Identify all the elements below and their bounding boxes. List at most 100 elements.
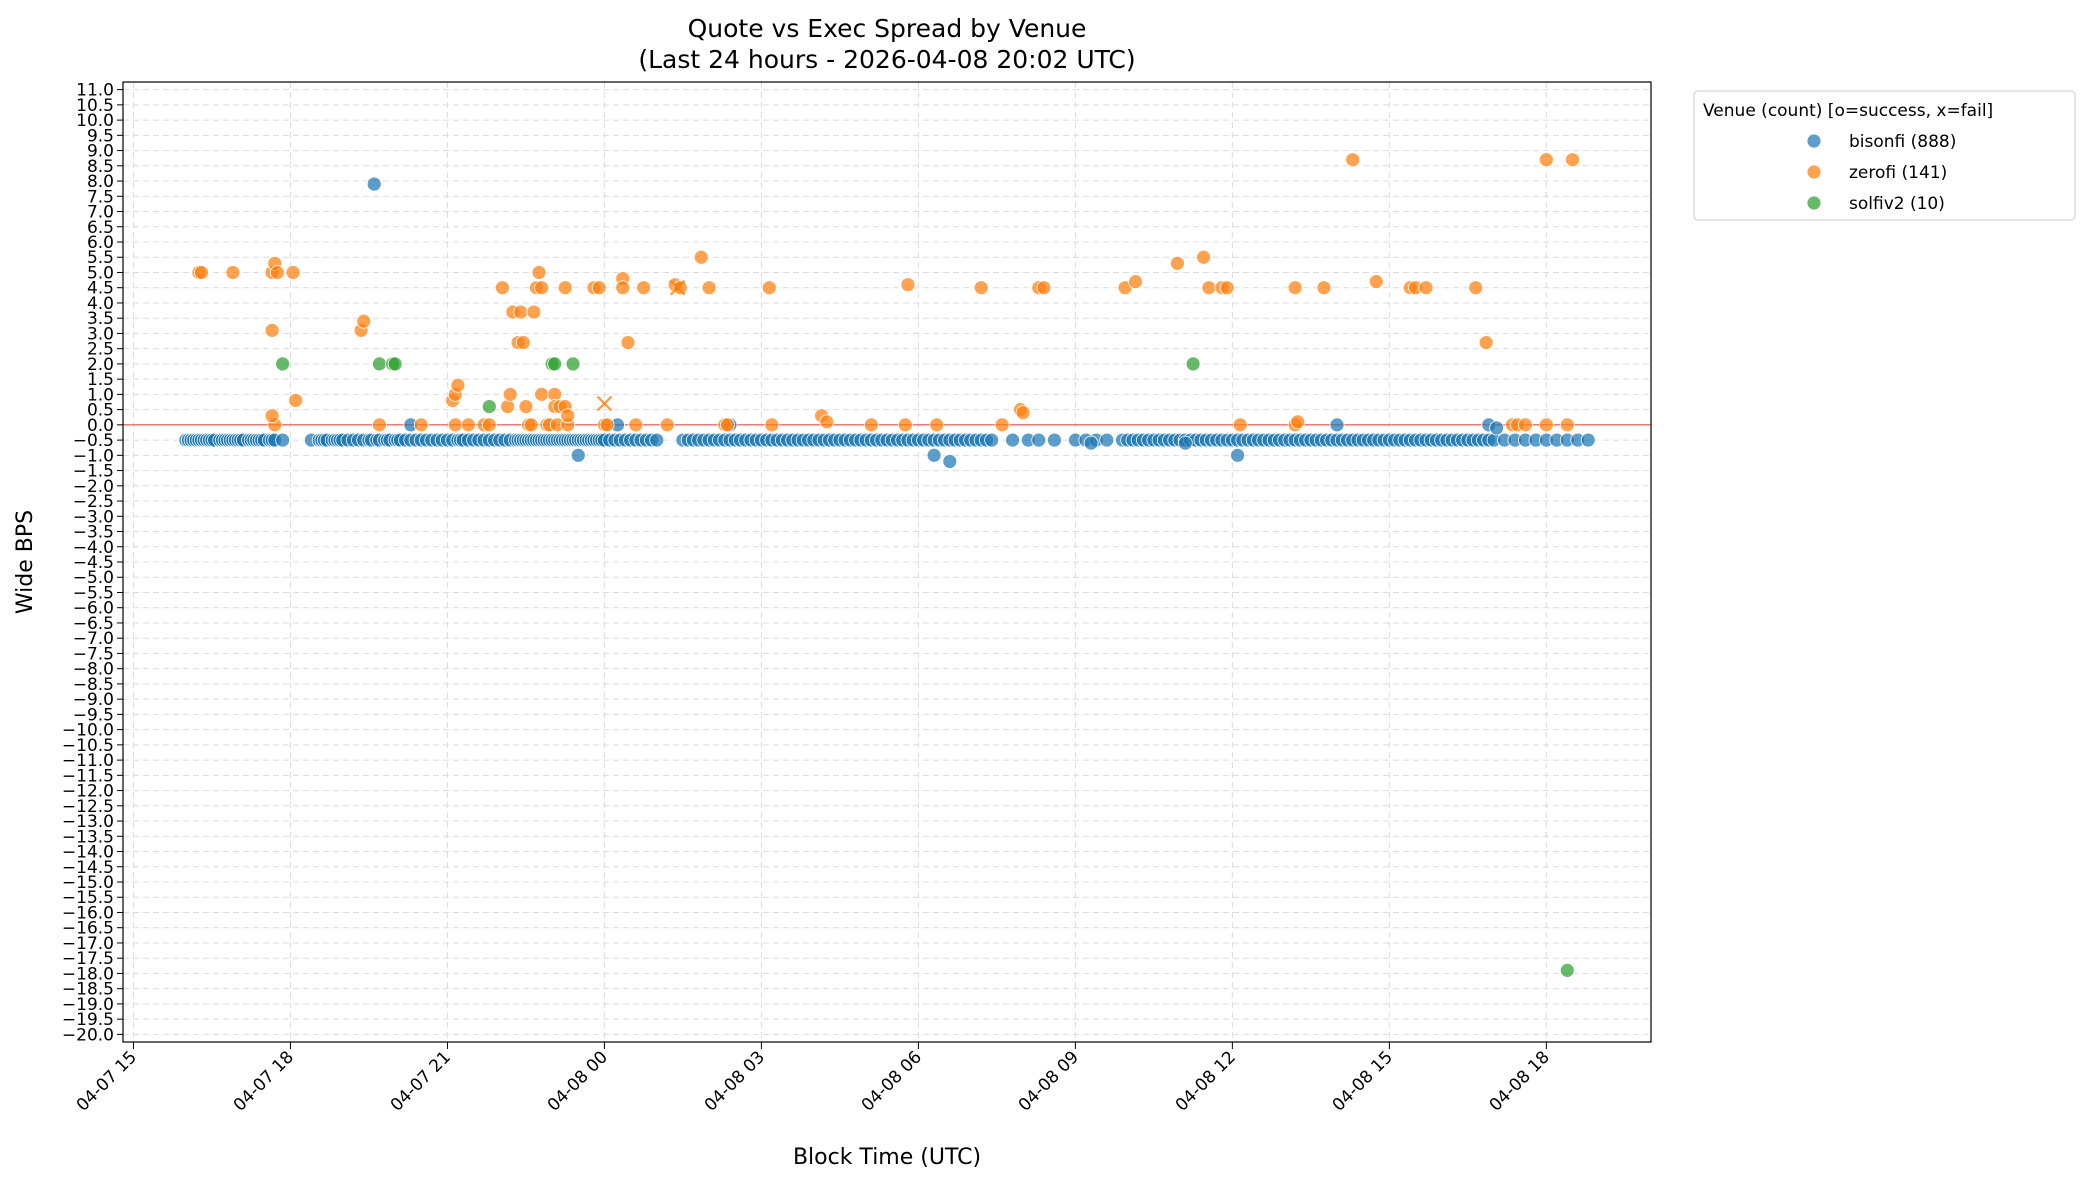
data-point xyxy=(929,417,945,433)
data-point xyxy=(672,280,688,296)
data-point xyxy=(534,386,550,402)
data-point xyxy=(523,417,539,433)
chart-title: Quote vs Exec Spread by Venue xyxy=(688,14,1087,43)
data-point xyxy=(534,280,550,296)
y-tick-label: 0.0 xyxy=(87,416,114,436)
data-point xyxy=(1489,420,1505,436)
data-point xyxy=(1201,280,1217,296)
y-tick-label: 8.5 xyxy=(87,157,114,177)
data-point xyxy=(994,417,1010,433)
data-point xyxy=(1468,280,1484,296)
y-tick-label: 6.5 xyxy=(87,218,114,238)
y-tick-label: 1.5 xyxy=(87,370,114,390)
data-point xyxy=(1287,280,1303,296)
data-point xyxy=(264,322,280,338)
data-point xyxy=(1345,152,1361,168)
data-point xyxy=(1170,255,1185,271)
legend-marker xyxy=(1806,195,1822,211)
data-point xyxy=(1005,432,1020,448)
data-point xyxy=(1047,432,1062,448)
data-point xyxy=(1185,356,1201,372)
data-point xyxy=(1083,435,1099,451)
data-point xyxy=(1177,435,1193,451)
series-group xyxy=(191,152,1580,433)
data-point xyxy=(649,432,665,448)
y-tick-label: −6.5 xyxy=(73,614,114,634)
data-point xyxy=(526,304,542,320)
data-point xyxy=(547,356,563,372)
data-point xyxy=(288,393,304,408)
legend-entries: bisonfi (888) zerofi (141) solfiv2 (10) xyxy=(1806,132,1956,214)
data-point xyxy=(900,277,916,293)
y-tick-label: −8.5 xyxy=(73,675,114,695)
data-point xyxy=(1230,447,1246,463)
legend-box xyxy=(1693,90,2076,221)
data-point xyxy=(275,356,291,372)
series-group xyxy=(275,356,1575,978)
y-tick-label: −13.0 xyxy=(62,812,114,832)
data-point xyxy=(761,280,777,296)
legend-title: Venue (count) [o=success, x=fail] xyxy=(1703,101,1993,121)
y-tick-label: −7.0 xyxy=(73,629,114,649)
data-point xyxy=(628,417,644,433)
y-tick-label: −10.5 xyxy=(62,736,114,756)
data-point xyxy=(1329,417,1345,433)
y-tick-label: −17.5 xyxy=(62,949,114,969)
legend-label: solfiv2 (10) xyxy=(1849,194,1945,214)
y-tick-label: −9.0 xyxy=(73,690,114,710)
y-tick-label: 0.5 xyxy=(87,401,114,421)
y-tick-label: 4.0 xyxy=(87,294,114,314)
data-point xyxy=(366,176,382,192)
y-tick-label: −10.0 xyxy=(62,721,114,741)
data-point xyxy=(570,447,586,463)
data-point xyxy=(225,265,241,280)
y-tick-label: 3.5 xyxy=(87,309,114,329)
data-point xyxy=(615,280,631,296)
y-tick-label: −9.5 xyxy=(73,705,114,725)
data-point xyxy=(926,447,942,463)
y-tick-label: −20.0 xyxy=(62,1025,114,1045)
y-tick-label: 7.0 xyxy=(87,203,114,223)
data-point xyxy=(942,454,958,469)
y-tick-label: −2.0 xyxy=(73,477,114,497)
y-tick-label: −4.5 xyxy=(73,553,114,573)
y-tick-label: −5.0 xyxy=(73,568,114,588)
y-tick-label: 2.0 xyxy=(87,355,114,375)
y-tick-label: 10.5 xyxy=(76,96,114,116)
y-tick-label: −19.5 xyxy=(62,1010,114,1030)
data-point xyxy=(481,399,497,414)
y-tick-label: −1.0 xyxy=(73,446,114,466)
y-tick-label: −6.0 xyxy=(73,599,114,619)
y-tick-label: −12.5 xyxy=(62,797,114,817)
y-tick-label: −15.0 xyxy=(62,873,114,893)
data-point xyxy=(1559,962,1575,978)
data-point xyxy=(494,280,510,296)
y-tick-label: −8.0 xyxy=(73,660,114,680)
data-point xyxy=(557,280,573,296)
y-tick-label: −14.5 xyxy=(62,858,114,878)
data-point xyxy=(372,417,387,433)
data-point xyxy=(659,417,675,433)
y-tick-label: −14.0 xyxy=(62,843,114,863)
data-point xyxy=(1518,417,1533,433)
y-tick-label: −16.0 xyxy=(62,903,114,923)
data-point xyxy=(1232,417,1248,433)
data-point xyxy=(1538,417,1554,433)
legend: Venue (count) [o=success, x=fail] bisonf… xyxy=(1693,90,2076,221)
data-point xyxy=(275,432,291,448)
data-points xyxy=(178,152,1596,978)
y-tick-label: −18.0 xyxy=(62,964,114,984)
data-point xyxy=(819,414,835,430)
legend-label: zerofi (141) xyxy=(1849,163,1947,183)
data-point xyxy=(719,417,735,433)
series-group xyxy=(178,176,1596,469)
data-point xyxy=(599,417,615,433)
data-point xyxy=(1368,274,1384,290)
y-tick-label: 1.0 xyxy=(87,385,114,405)
data-point xyxy=(1015,405,1031,421)
data-point xyxy=(1418,280,1434,296)
data-point xyxy=(194,265,209,280)
y-tick-label: 8.0 xyxy=(87,172,114,192)
y-tick-label: 2.5 xyxy=(87,340,114,360)
data-point xyxy=(450,377,466,393)
